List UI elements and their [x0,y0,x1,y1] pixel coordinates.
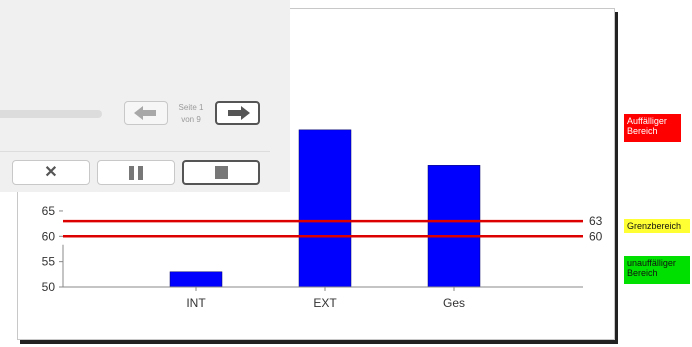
page-indicator: Seite 1 von 9 [172,102,210,126]
arrow-right-icon [227,106,250,120]
player-overlay: Seite 1 von 9 ✕ [0,0,290,192]
bar-ges [427,165,481,288]
legend-abnormal-range: Auffälliger Bereich [624,114,681,142]
arrow-left-icon [134,106,156,120]
y-tick-label: 65 [42,204,56,218]
legend-borderline-label: Grenzbereich [627,221,682,231]
divider [0,151,270,152]
stop-icon [214,166,228,179]
previous-page-button[interactable] [124,101,168,125]
legend-normal-range: unauffälliger Bereich [624,256,690,284]
progress-bar[interactable] [0,110,102,118]
y-tick-label: 55 [42,255,56,269]
pause-icon [129,165,143,180]
reference-label-60: 60 [589,229,603,243]
legend-borderline-range: Grenzbereich [624,219,690,233]
y-tick-label: 50 [42,280,56,294]
stop-button[interactable] [182,160,260,185]
page-label: Seite 1 [178,103,204,112]
bar-int [169,271,223,288]
page-total: von 9 [181,115,201,124]
y-tick-label: 60 [42,229,56,243]
legend-abnormal-label: Auffälliger Bereich [627,116,667,136]
category-label-ext: EXT [313,296,337,310]
bar-ext [298,129,352,288]
reference-label-63: 63 [589,214,603,228]
legend-normal-label: unauffälliger Bereich [627,258,676,278]
category-label-ges: Ges [443,296,465,310]
pause-button[interactable] [97,160,175,185]
next-page-button[interactable] [215,101,260,125]
close-icon: ✕ [44,163,58,181]
category-label-int: INT [186,296,206,310]
close-button[interactable]: ✕ [12,160,90,185]
